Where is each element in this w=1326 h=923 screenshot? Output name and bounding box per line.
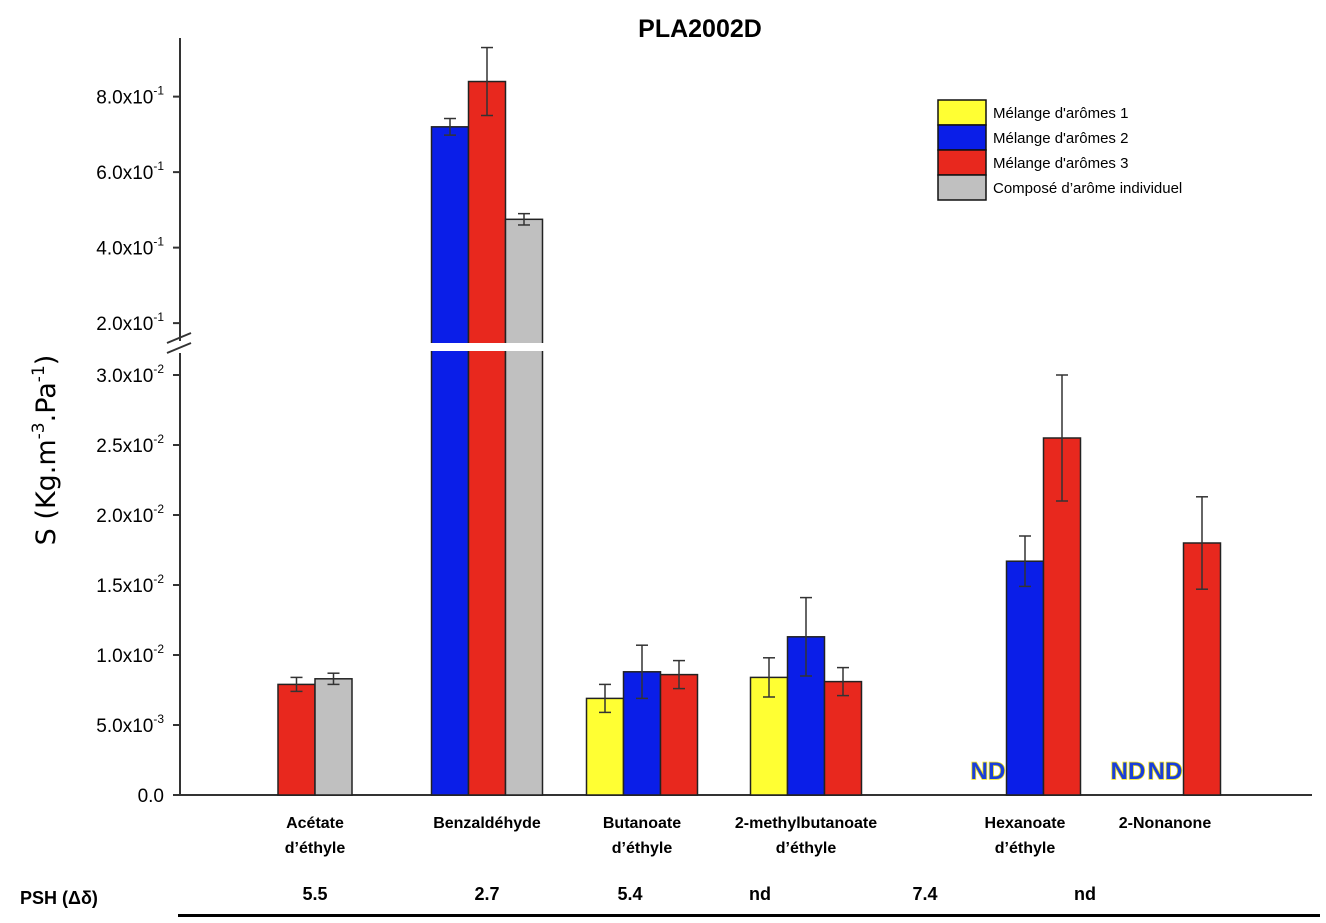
y-tick-label: 2.5x10-2 [96, 432, 164, 457]
bars [277, 80, 1222, 796]
legend-swatch [937, 124, 987, 151]
y-tick-label: 8.0x10-1 [96, 84, 164, 109]
psh-row-label: PSH (Δδ) [20, 888, 98, 908]
psh-value: 5.5 [302, 884, 328, 904]
legend-swatch [937, 174, 987, 201]
psh-value: 7.4 [912, 884, 938, 904]
x-category-label-line2: d’éthyle [776, 840, 837, 857]
y-tick-label: 1.0x10-2 [96, 642, 164, 667]
y-tick-label: 5.0x10-3 [96, 712, 164, 737]
y-tick-label: 3.0x10-2 [96, 362, 164, 387]
x-category-label-line2: d’éthyle [995, 840, 1056, 857]
bar [277, 683, 316, 796]
legend-label: Mélange d'arômes 1 [993, 105, 1128, 122]
nd-mark: ND [1148, 758, 1183, 785]
y-tick-label: 2.0x10-2 [96, 502, 164, 527]
nd-marks: ND ND ND [970, 757, 1183, 786]
axes [173, 38, 1312, 796]
nd-mark: ND [1111, 758, 1146, 785]
break-mark [166, 342, 192, 354]
psh-value: 2.7 [474, 884, 500, 904]
legend-label: Mélange d'arômes 2 [993, 130, 1128, 147]
x-category-label-line2: d’éthyle [612, 840, 673, 857]
x-category-label: Butanoate [603, 815, 681, 832]
y-tick-label: 0.0 [138, 786, 164, 807]
x-category-label: Acétate [286, 815, 344, 832]
x-category-label: Hexanoate [985, 815, 1066, 832]
legend-label: Composé d’arôme individuel [993, 180, 1182, 197]
x-category-labels: Acétate d’éthyle Benzaldéhyde Butanoate d’ét… [285, 815, 1212, 857]
legend: Mélange d'arômes 1 Mélange d'arômes 2 Méla… [937, 99, 1182, 201]
x-category-label: 2-methylbutanoate [735, 815, 877, 832]
y-tick-label: 1.5x10-2 [96, 572, 164, 597]
y-tick-labels: 0.0 5.0x10-3 1.0x10-2 1.5x10-2 2.0x10-2 2.5x1… [96, 84, 164, 807]
break-mark [166, 332, 192, 344]
nd-mark: ND [971, 758, 1006, 785]
break-gap [183, 343, 1315, 351]
x-category-label: 2-Nonanone [1119, 815, 1212, 832]
bar [314, 678, 353, 796]
bar [430, 126, 470, 796]
psh-value: 5.4 [617, 884, 643, 904]
y-tick-label: 4.0x10-1 [96, 235, 164, 260]
axis-break [166, 332, 1315, 354]
x-category-label-line2: d’éthyle [285, 840, 346, 857]
chart-title: PLA2002D [638, 15, 762, 43]
bar [504, 218, 544, 796]
psh-value: nd [1074, 884, 1096, 904]
bar [467, 80, 507, 796]
psh-underline [178, 914, 1320, 917]
legend-swatch [937, 149, 987, 176]
bar [749, 676, 789, 796]
bar [1005, 560, 1045, 796]
psh-value: nd [749, 884, 771, 904]
legend-label: Mélange d'arômes 3 [993, 155, 1128, 172]
bar [659, 673, 699, 796]
legend-swatch [937, 99, 987, 126]
x-category-label: Benzaldéhyde [433, 815, 541, 832]
bar [823, 680, 863, 796]
y-axis-label: S (Kg.m-3.Pa-1) [29, 355, 62, 546]
error-bars [290, 46, 1208, 714]
y-tick-label: 2.0x10-1 [96, 310, 164, 335]
y-tick-label: 6.0x10-1 [96, 159, 164, 184]
